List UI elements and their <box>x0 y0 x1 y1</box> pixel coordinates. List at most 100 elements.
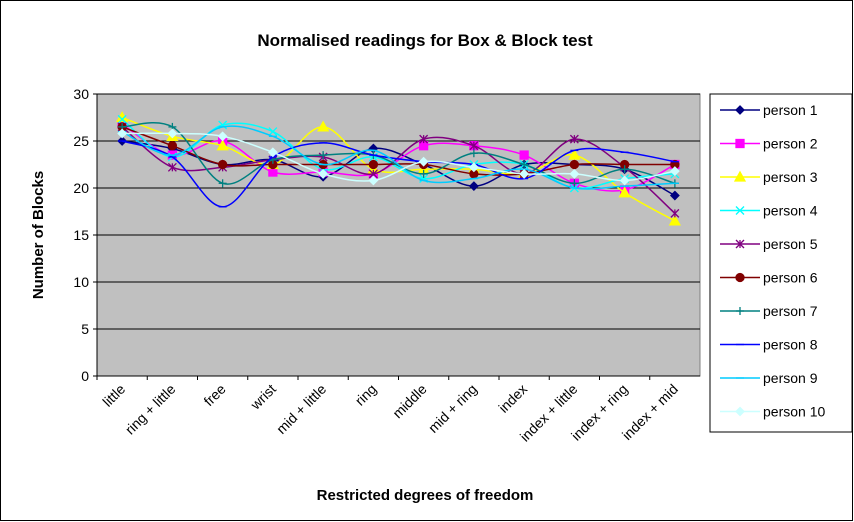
marker-part <box>167 128 178 139</box>
marker-part <box>268 127 278 137</box>
data-point <box>217 131 228 142</box>
marker-part <box>117 114 127 124</box>
data-point <box>520 160 529 169</box>
data-point <box>668 214 681 226</box>
marker-part <box>368 159 379 170</box>
series-line <box>121 125 675 190</box>
legend-label: person 6 <box>763 270 818 286</box>
legend-label: person 8 <box>763 337 818 353</box>
legend-label: person 10 <box>763 404 825 420</box>
data-point <box>569 134 579 144</box>
marker-part <box>618 186 631 198</box>
chart-title: Normalised readings for Box & Block test <box>257 31 593 50</box>
legend-label: person 9 <box>763 370 818 386</box>
data-point <box>418 156 429 167</box>
legend-label: person 5 <box>763 236 818 252</box>
legend-label: person 2 <box>763 136 818 152</box>
legend-marker <box>735 138 745 149</box>
marker-part <box>669 190 680 201</box>
data-point <box>167 128 178 139</box>
marker-part <box>419 174 429 184</box>
y-tick-label: 10 <box>73 274 89 290</box>
y-axis-title: Number of Blocks <box>30 171 47 299</box>
y-tick-label: 25 <box>73 133 89 149</box>
data-point <box>268 167 278 177</box>
marker-part <box>735 406 745 417</box>
data-point <box>318 168 329 179</box>
marker-part <box>735 105 745 115</box>
y-tick-label: 15 <box>73 227 89 243</box>
data-point <box>167 162 177 172</box>
data-point <box>419 169 428 178</box>
marker-part <box>216 139 229 151</box>
legend-marker <box>735 406 745 417</box>
marker-part <box>317 120 330 132</box>
data-point <box>317 120 330 132</box>
legend-label: person 4 <box>763 203 818 219</box>
data-point <box>618 186 631 198</box>
legend-marker <box>735 105 745 115</box>
y-tick-label: 30 <box>73 86 89 102</box>
legend-label: person 7 <box>763 303 818 319</box>
marker-part <box>735 206 745 215</box>
marker-part <box>368 175 379 186</box>
marker-part <box>418 156 429 167</box>
data-point <box>117 114 127 124</box>
data-point <box>519 168 530 179</box>
legend-marker <box>733 170 747 182</box>
marker-part <box>468 181 479 192</box>
data-point <box>167 141 178 151</box>
data-point <box>620 165 629 174</box>
data-point <box>216 139 229 151</box>
marker-part <box>735 272 745 283</box>
marker-part <box>669 166 680 176</box>
data-point <box>319 151 328 160</box>
marker-part <box>468 162 479 173</box>
data-point <box>619 175 630 186</box>
marker-part <box>519 150 529 160</box>
marker-part <box>519 168 530 179</box>
marker-part <box>735 138 745 149</box>
data-point <box>468 162 479 173</box>
legend <box>709 93 853 433</box>
data-point <box>268 127 278 137</box>
legend-marker <box>736 307 744 315</box>
marker-part <box>569 168 580 179</box>
marker-part <box>318 168 329 179</box>
data-point <box>568 148 581 160</box>
data-point <box>419 134 429 144</box>
y-tick-label: 0 <box>81 368 89 384</box>
marker-part <box>167 141 178 151</box>
data-point <box>669 166 680 176</box>
data-point <box>469 149 478 158</box>
data-point <box>569 168 580 179</box>
data-point <box>670 208 680 218</box>
data-point <box>469 141 479 151</box>
data-point <box>669 190 680 201</box>
data-point <box>218 179 227 188</box>
legend-label: person 1 <box>763 102 818 118</box>
legend-marker <box>735 239 745 249</box>
marker-part <box>619 175 630 186</box>
marker-part <box>117 128 128 139</box>
marker-part <box>733 170 747 182</box>
y-tick-label: 20 <box>73 180 89 196</box>
legend-label: person 3 <box>763 169 818 185</box>
series-line <box>121 126 676 214</box>
marker-part <box>217 131 228 142</box>
data-point <box>368 175 379 186</box>
data-point <box>569 159 580 170</box>
marker-part <box>568 148 581 160</box>
data-point <box>570 179 579 188</box>
marker-part <box>668 214 681 226</box>
x-axis-title: Restricted degrees of freedom <box>317 487 534 504</box>
data-point <box>368 159 379 170</box>
data-point <box>468 181 479 192</box>
data-point <box>267 147 278 158</box>
data-point <box>519 150 529 160</box>
marker-part <box>268 167 278 177</box>
marker-part <box>569 159 580 170</box>
legend-marker <box>735 206 745 215</box>
legend-marker <box>735 272 745 283</box>
